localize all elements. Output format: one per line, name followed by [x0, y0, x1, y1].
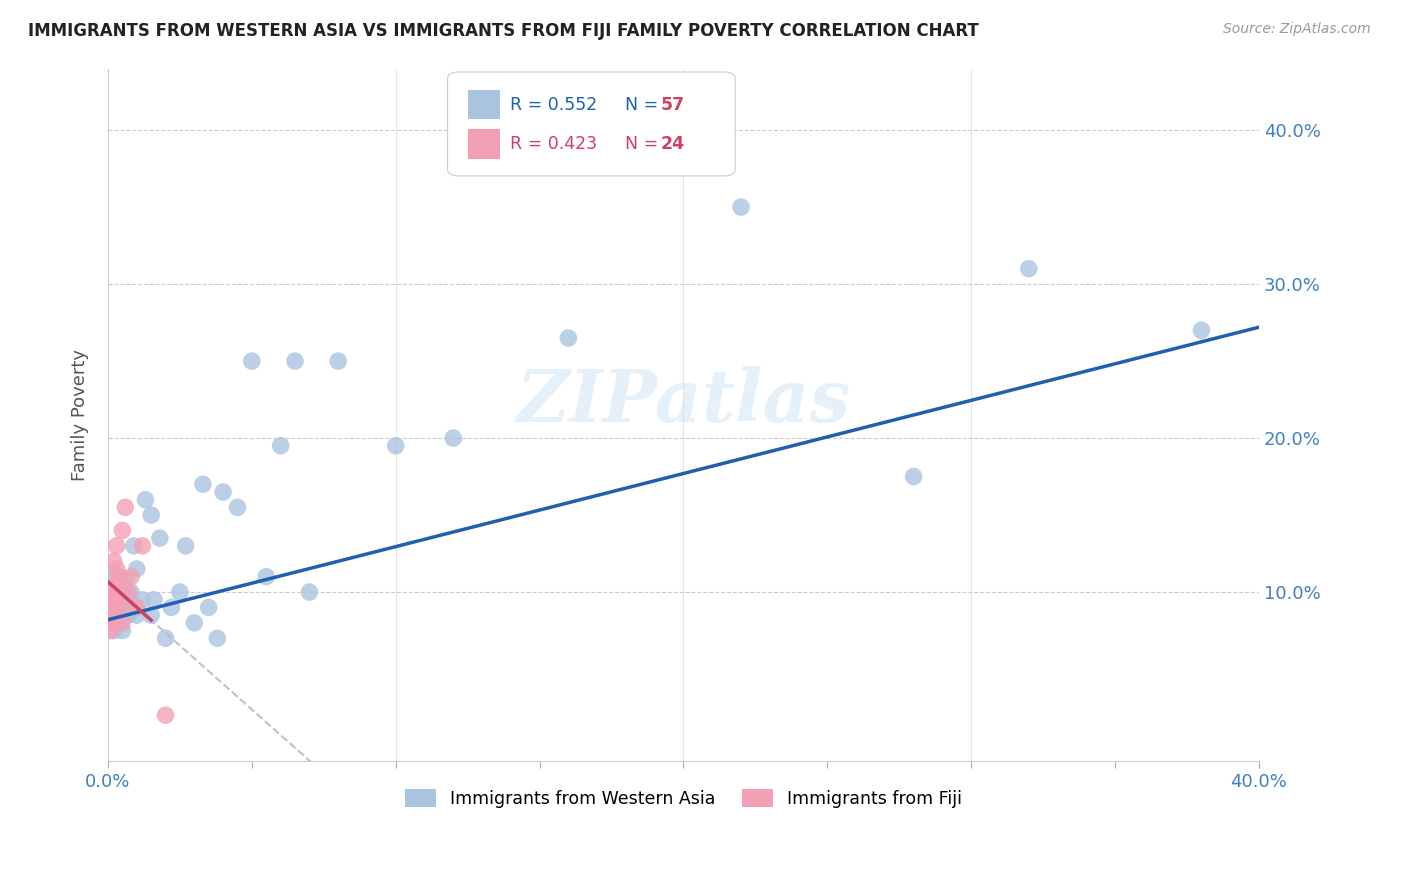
Point [111, 577, 134, 591]
Point [149, 531, 172, 545]
Point [100, 592, 122, 607]
Point [100, 608, 122, 623]
Point [114, 592, 136, 607]
Point [114, 500, 136, 515]
Point [108, 569, 131, 583]
Point [903, 469, 925, 483]
Point [125, 608, 148, 623]
Text: R = 0.552: R = 0.552 [510, 95, 598, 113]
Point [191, 477, 214, 491]
Point [384, 439, 406, 453]
Point [298, 585, 321, 599]
Text: 57: 57 [661, 95, 685, 113]
Point [103, 624, 125, 638]
Point [111, 624, 134, 638]
Point [100, 592, 122, 607]
Text: N =: N = [624, 95, 664, 113]
Legend: Immigrants from Western Asia, Immigrants from Fiji: Immigrants from Western Asia, Immigrants… [398, 782, 969, 815]
Point [183, 615, 205, 630]
Point [105, 603, 128, 617]
Point [103, 585, 125, 599]
Text: ZIPatlas: ZIPatlas [516, 366, 851, 436]
Point [122, 539, 145, 553]
Point [174, 539, 197, 553]
Point [117, 608, 139, 623]
Point [120, 603, 142, 617]
Point [105, 577, 128, 591]
Point [441, 431, 464, 445]
Point [270, 439, 292, 453]
Point [141, 508, 163, 522]
Point [105, 577, 128, 591]
Point [125, 562, 148, 576]
Point [100, 600, 122, 615]
FancyBboxPatch shape [447, 72, 735, 176]
Point [111, 592, 134, 607]
Point [111, 608, 134, 623]
Point [141, 608, 163, 623]
Point [108, 608, 131, 623]
Point [108, 577, 131, 591]
Point [114, 603, 136, 617]
Point [125, 600, 148, 615]
Point [131, 592, 153, 607]
Point [134, 492, 156, 507]
Point [207, 632, 229, 646]
Point [100, 624, 122, 638]
Point [117, 592, 139, 607]
Bar [468, 129, 501, 159]
Point [111, 524, 134, 538]
Text: N =: N = [624, 135, 664, 153]
Point [105, 539, 128, 553]
Point [131, 539, 153, 553]
Point [155, 632, 177, 646]
Point [108, 600, 131, 615]
Point [730, 200, 752, 214]
Point [103, 615, 125, 630]
Point [117, 585, 139, 599]
Point [226, 500, 249, 515]
Point [103, 585, 125, 599]
Text: Source: ZipAtlas.com: Source: ZipAtlas.com [1223, 22, 1371, 37]
Point [108, 600, 131, 615]
Point [120, 569, 142, 583]
Text: IMMIGRANTS FROM WESTERN ASIA VS IMMIGRANTS FROM FIJI FAMILY POVERTY CORRELATION : IMMIGRANTS FROM WESTERN ASIA VS IMMIGRAN… [28, 22, 979, 40]
Y-axis label: Family Poverty: Family Poverty [72, 349, 89, 481]
Point [197, 600, 219, 615]
Point [105, 615, 128, 630]
Bar [468, 90, 501, 120]
Point [103, 598, 125, 612]
Point [328, 354, 350, 368]
Point [114, 573, 136, 587]
Point [240, 354, 263, 368]
Point [254, 569, 277, 583]
Point [557, 331, 579, 345]
Point [284, 354, 307, 368]
Point [103, 608, 125, 623]
Point [108, 592, 131, 607]
Point [105, 562, 128, 576]
Point [212, 485, 235, 500]
Point [103, 600, 125, 615]
Point [160, 600, 183, 615]
Text: R = 0.423: R = 0.423 [510, 135, 596, 153]
Point [105, 592, 128, 607]
Point [103, 569, 125, 583]
Point [143, 592, 166, 607]
Text: 24: 24 [661, 135, 685, 153]
Point [100, 613, 122, 627]
Point [105, 600, 128, 615]
Point [1189, 323, 1212, 337]
Point [103, 554, 125, 568]
Point [105, 592, 128, 607]
Point [111, 615, 134, 630]
Point [155, 708, 177, 723]
Point [120, 585, 142, 599]
Point [169, 585, 191, 599]
Point [1018, 261, 1040, 276]
